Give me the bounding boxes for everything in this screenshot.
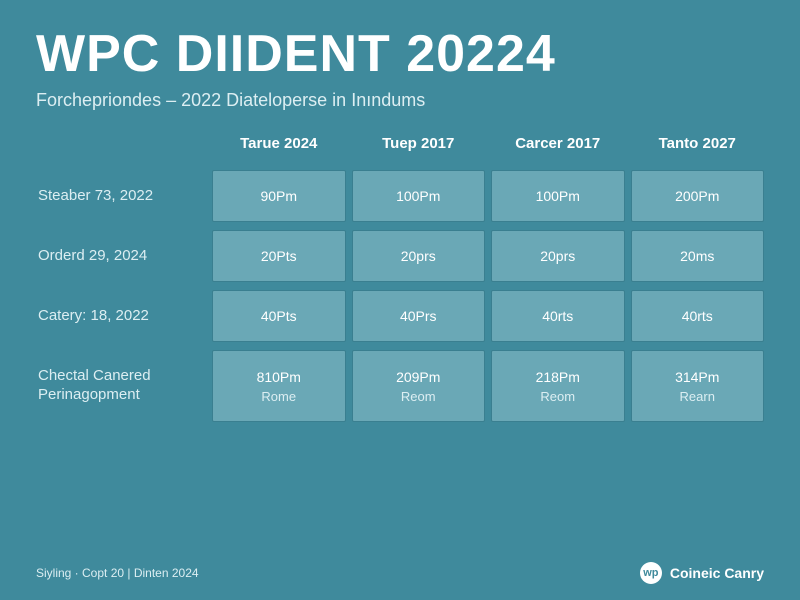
table-cell: 40Pts (212, 290, 346, 342)
table-cell: 810Pm Rome (212, 350, 346, 422)
table-cell: 90Pm (212, 170, 346, 222)
cell-value: 100Pm (536, 188, 580, 204)
row-label: Chectal Canered Perinagopment (36, 350, 206, 422)
footer-left-text: Siyling · Copt 20 | Dinten 2024 (36, 566, 199, 580)
row-label: Orderd 29, 2024 (36, 230, 206, 282)
slide-root: WPC DIIDENT 20224 Forchepriondes – 2022 … (0, 0, 800, 600)
cell-value: 218Pm (536, 369, 580, 385)
cell-value: 810Pm (257, 369, 301, 385)
cell-value: 209Pm (396, 369, 440, 385)
cell-value: 90Pm (260, 188, 297, 204)
table-cell: 200Pm (631, 170, 765, 222)
table-cell: 209Pm Reom (352, 350, 486, 422)
col-header: Tuep 2017 (352, 129, 486, 162)
cell-subvalue: Reom (401, 389, 436, 404)
cell-value: 314Pm (675, 369, 719, 385)
table-cell: 40rts (631, 290, 765, 342)
table-cell: 314Pm Rearn (631, 350, 765, 422)
table-cell: 20prs (491, 230, 625, 282)
table-cell: 100Pm (352, 170, 486, 222)
brand-badge-icon: wp (640, 562, 662, 584)
cell-value: 40rts (542, 308, 573, 324)
cell-value: 40Prs (400, 308, 437, 324)
cell-value: 40Pts (261, 308, 297, 324)
table-cell: 20Pts (212, 230, 346, 282)
brand-block: wp Coineic Canry (640, 562, 764, 584)
table-cell: 20prs (352, 230, 486, 282)
cell-subvalue: Rome (261, 389, 296, 404)
table-cell: 40rts (491, 290, 625, 342)
brand-text: Coineic Canry (670, 565, 764, 581)
cell-value: 40rts (682, 308, 713, 324)
col-header: Tanto 2027 (631, 129, 765, 162)
table-cell: 40Prs (352, 290, 486, 342)
cell-value: 200Pm (675, 188, 719, 204)
cell-subvalue: Rearn (680, 389, 715, 404)
cell-value: 20ms (680, 248, 714, 264)
col-header: Tarue 2024 (212, 129, 346, 162)
col-header-blank (36, 129, 206, 162)
slide-subtitle: Forchepriondes – 2022 Diateloperse in In… (36, 90, 764, 111)
slide-footer: Siyling · Copt 20 | Dinten 2024 wp Coine… (36, 562, 764, 584)
cell-value: 20prs (540, 248, 575, 264)
table-cell: 20ms (631, 230, 765, 282)
slide-title: WPC DIIDENT 20224 (36, 28, 764, 80)
table-cell: 218Pm Reom (491, 350, 625, 422)
cell-value: 20Pts (261, 248, 297, 264)
cell-value: 100Pm (396, 188, 440, 204)
cell-subvalue: Reom (540, 389, 575, 404)
row-label: Catery: 18, 2022 (36, 290, 206, 342)
table-cell: 100Pm (491, 170, 625, 222)
data-table: Tarue 2024Tuep 2017Carcer 2017Tanto 2027… (36, 129, 764, 422)
row-label: Steaber 73, 2022 (36, 170, 206, 222)
cell-value: 20prs (401, 248, 436, 264)
col-header: Carcer 2017 (491, 129, 625, 162)
